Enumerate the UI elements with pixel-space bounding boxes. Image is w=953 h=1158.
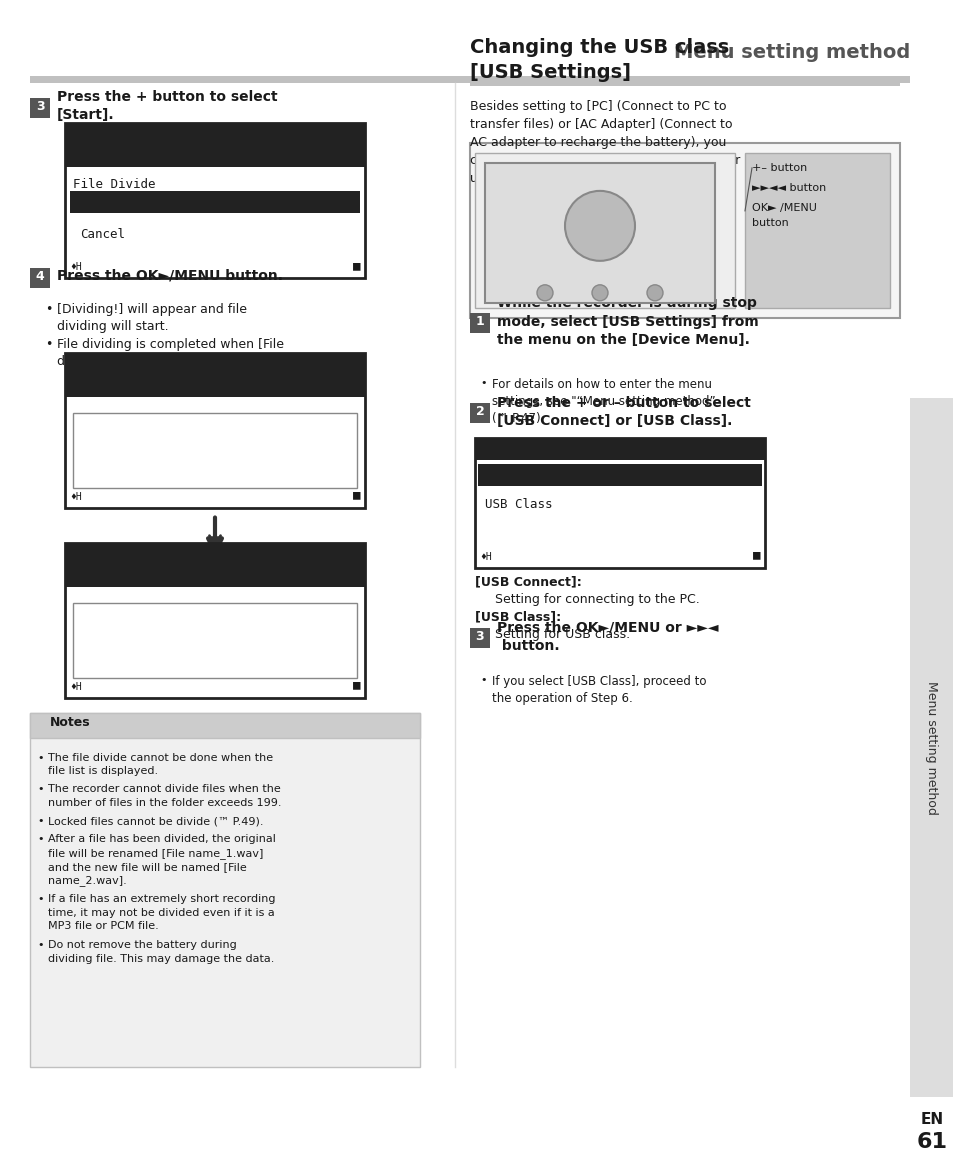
FancyBboxPatch shape xyxy=(65,353,365,507)
Text: USB Settings: USB Settings xyxy=(479,441,560,452)
Text: PCM44.1k: PCM44.1k xyxy=(75,379,122,389)
FancyBboxPatch shape xyxy=(70,191,359,213)
Text: Menu setting method: Menu setting method xyxy=(673,43,909,63)
FancyBboxPatch shape xyxy=(475,438,764,460)
FancyBboxPatch shape xyxy=(30,712,419,738)
Text: OK► /MENU: OK► /MENU xyxy=(751,203,816,213)
Text: Press the + button to select
[Start].: Press the + button to select [Start]. xyxy=(57,89,277,122)
Text: +– button: +– button xyxy=(751,163,806,173)
Text: ♦H: ♦H xyxy=(70,492,82,501)
Circle shape xyxy=(592,285,607,301)
FancyBboxPatch shape xyxy=(30,98,50,118)
Text: Notes: Notes xyxy=(50,716,91,730)
Text: EN: EN xyxy=(920,1113,943,1127)
FancyBboxPatch shape xyxy=(470,83,899,86)
FancyBboxPatch shape xyxy=(475,438,764,567)
Text: 3: 3 xyxy=(35,101,44,113)
Text: •: • xyxy=(37,940,44,951)
FancyBboxPatch shape xyxy=(470,313,490,332)
Text: •: • xyxy=(45,302,52,316)
FancyBboxPatch shape xyxy=(73,602,356,677)
FancyBboxPatch shape xyxy=(65,543,365,697)
Text: •: • xyxy=(479,675,486,684)
Text: File Divide: File Divide xyxy=(169,618,261,632)
Text: 08/123: 08/123 xyxy=(299,149,359,167)
FancyBboxPatch shape xyxy=(470,403,490,423)
FancyBboxPatch shape xyxy=(65,543,365,565)
Text: PCM44.1k: PCM44.1k xyxy=(75,149,122,159)
FancyBboxPatch shape xyxy=(73,412,356,488)
Text: ■■WS760008: ■■WS760008 xyxy=(70,357,129,367)
Text: ♦H: ♦H xyxy=(70,682,82,691)
Text: □: □ xyxy=(70,379,76,389)
Text: ►►: ►► xyxy=(631,215,648,226)
Text: •: • xyxy=(45,338,52,351)
FancyBboxPatch shape xyxy=(475,153,734,308)
Text: Setting for connecting to the PC.: Setting for connecting to the PC. xyxy=(495,593,699,606)
FancyBboxPatch shape xyxy=(30,267,50,288)
Text: While the recorder is during stop
mode, select [USB Settings] from
the menu on t: While the recorder is during stop mode, … xyxy=(497,296,758,347)
Text: Dividing !: Dividing ! xyxy=(172,435,256,449)
Text: [Dividing!] will appear and file
dividing will start.: [Dividing!] will appear and file dividin… xyxy=(57,302,247,332)
Text: ■■WS760008: ■■WS760008 xyxy=(70,127,129,137)
Text: Press the OK►/MENU button.: Press the OK►/MENU button. xyxy=(57,269,283,283)
Text: •: • xyxy=(37,784,44,794)
Text: USB Class: USB Class xyxy=(484,498,552,511)
Text: [USB Connect]:: [USB Connect]: xyxy=(475,576,581,588)
FancyBboxPatch shape xyxy=(470,628,490,647)
Text: PCM44.1k: PCM44.1k xyxy=(75,569,122,579)
Text: button: button xyxy=(751,218,788,228)
Text: [USB Settings]: [USB Settings] xyxy=(470,63,630,82)
FancyBboxPatch shape xyxy=(65,123,365,278)
FancyBboxPatch shape xyxy=(65,353,365,375)
FancyBboxPatch shape xyxy=(65,145,365,167)
FancyBboxPatch shape xyxy=(744,153,889,308)
Text: Completed: Completed xyxy=(177,638,253,653)
FancyBboxPatch shape xyxy=(65,565,365,587)
Text: File dividing is completed when [File
divide completed] appears.: File dividing is completed when [File di… xyxy=(57,338,284,368)
Text: ■: ■ xyxy=(352,679,359,691)
Text: For details on how to enter the menu
settings, see "“Menu setting method”
(™ P.4: For details on how to enter the menu set… xyxy=(492,378,715,425)
Text: USB Connect: USB Connect xyxy=(578,467,660,481)
Text: If you select [USB Class], proceed to
the operation of Step 6.: If you select [USB Class], proceed to th… xyxy=(492,675,706,704)
Text: Press the + or – button to select
[USB Connect] or [USB Class].: Press the + or – button to select [USB C… xyxy=(497,396,750,428)
Text: +: + xyxy=(594,168,605,182)
Text: 61: 61 xyxy=(916,1133,946,1152)
Text: File Divide: File Divide xyxy=(73,178,155,191)
Text: If a file has an extremely short recording
time, it may not be divided even if i: If a file has an extremely short recordi… xyxy=(48,894,275,931)
Text: Setting for USB class.: Setting for USB class. xyxy=(495,628,630,640)
Text: Press the OK►/MENU or ►►◄
 button.: Press the OK►/MENU or ►►◄ button. xyxy=(497,621,718,653)
Text: Changing the USB class: Changing the USB class xyxy=(470,38,728,57)
Text: ■■■Ni: ■■■Ni xyxy=(331,127,359,137)
FancyBboxPatch shape xyxy=(477,463,761,485)
Text: The recorder cannot divide files when the
number of files in the folder exceeds : The recorder cannot divide files when th… xyxy=(48,784,281,807)
Text: ■: ■ xyxy=(752,549,760,562)
Circle shape xyxy=(537,285,553,301)
Text: Cancel: Cancel xyxy=(80,228,125,241)
Text: ■: ■ xyxy=(352,259,359,272)
Text: After a file has been divided, the original
file will be renamed [File name_1.wa: After a file has been divided, the origi… xyxy=(48,835,275,886)
Text: •: • xyxy=(37,753,44,762)
Text: ♦H: ♦H xyxy=(70,262,82,272)
Text: •: • xyxy=(37,894,44,904)
Text: 2: 2 xyxy=(476,405,484,418)
Text: ■■■Ni: ■■■Ni xyxy=(730,441,760,452)
Circle shape xyxy=(646,285,662,301)
FancyBboxPatch shape xyxy=(30,76,909,83)
Text: □: □ xyxy=(70,149,76,159)
Text: 4: 4 xyxy=(35,270,45,284)
Text: ■■■Ni: ■■■Ni xyxy=(331,357,359,367)
FancyBboxPatch shape xyxy=(30,712,419,1068)
Text: Start: Start xyxy=(196,192,233,205)
Text: •: • xyxy=(37,835,44,844)
Text: Besides setting to [PC] (Connect to PC to
transfer files) or [AC Adapter] (Conne: Besides setting to [PC] (Connect to PC t… xyxy=(470,100,740,185)
FancyBboxPatch shape xyxy=(65,123,365,145)
Text: ►►◄◄ button: ►►◄◄ button xyxy=(751,183,825,193)
Text: The file divide cannot be done when the
file list is displayed.: The file divide cannot be done when the … xyxy=(48,753,273,776)
Text: ♦H: ♦H xyxy=(479,551,491,562)
FancyBboxPatch shape xyxy=(909,397,953,1098)
Text: −: − xyxy=(594,281,605,295)
Text: Do not remove the battery during
dividing file. This may damage the data.: Do not remove the battery during dividin… xyxy=(48,940,274,963)
Text: ■: ■ xyxy=(352,489,359,501)
